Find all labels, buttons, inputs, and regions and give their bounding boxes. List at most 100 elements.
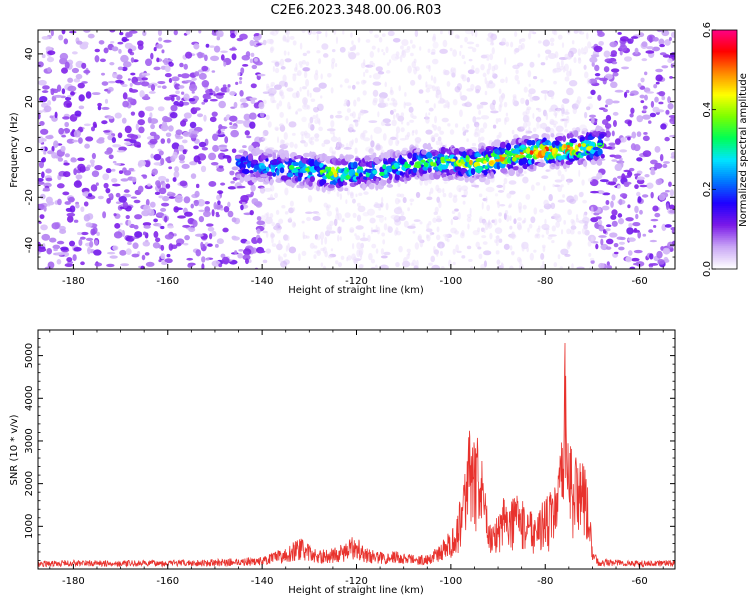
spectrogram-noise-cell	[216, 36, 221, 41]
spectrogram-noise-cell	[149, 138, 158, 145]
spectrogram-noise-cell	[576, 266, 585, 269]
spectrogram-peak-cell	[511, 156, 517, 162]
spectrogram-faint-cell	[447, 101, 451, 108]
spectrogram-faint-cell	[556, 108, 561, 113]
spectrogram-noise-cell	[114, 223, 121, 229]
spectrogram-noise-cell	[65, 96, 72, 101]
spectrogram-noise-cell	[362, 212, 370, 217]
spectrogram-noise-cell	[174, 196, 183, 203]
spectrogram-noise-cell	[468, 258, 473, 262]
colorbar-step	[712, 141, 737, 145]
spectrogram-faint-cell	[319, 231, 325, 240]
spectrogram-faint-cell	[582, 212, 587, 220]
spectrogram-noise-cell	[124, 142, 132, 146]
spectrogram-faint-cell	[426, 234, 429, 239]
spectrogram-noise-cell	[203, 114, 207, 122]
spectrogram-noise-cell	[78, 94, 85, 102]
spectrogram-noise-cell	[379, 215, 384, 223]
spectrogram-peak-cell	[288, 164, 295, 170]
spectrogram-faint-cell	[400, 127, 405, 133]
spectrogram-noise-cell	[64, 153, 70, 158]
spectrogram-noise-cell	[623, 56, 633, 62]
spectrogram-faint-cell	[496, 200, 500, 205]
spectrogram-faint-cell	[471, 30, 474, 37]
spectrogram-noise-cell	[120, 263, 130, 267]
spectrogram-noise-cell	[165, 157, 170, 162]
spectrogram-noise-cell	[605, 98, 614, 105]
spectrogram-noise-cell	[326, 210, 333, 217]
spectrogram-noise-cell	[612, 72, 619, 77]
spectrogram-noise-cell	[650, 100, 655, 108]
spectrogram-faint-cell	[527, 70, 532, 78]
spectrogram-noise-cell	[208, 181, 217, 187]
spectrogram-noise-cell	[139, 90, 145, 98]
spectrogram-noise-cell	[73, 247, 82, 252]
spectrogram-faint-cell	[587, 240, 592, 247]
spectrogram-noise-cell	[605, 114, 612, 122]
spectrogram-noise-cell	[107, 116, 114, 120]
spectrogram-noise-cell	[645, 91, 655, 94]
colorbar-step	[712, 125, 737, 129]
spectrogram-faint-cell	[380, 248, 385, 255]
colorbar-step	[712, 59, 737, 63]
colorbar-frame	[711, 29, 738, 270]
spectrogram-signal-cell	[247, 153, 254, 162]
spectrogram-noise-cell	[193, 199, 199, 207]
colorbar-step	[712, 191, 737, 194]
colorbar-step	[712, 61, 737, 65]
spectrogram-noise-cell	[499, 204, 506, 207]
spectrogram-noise-cell	[464, 129, 469, 133]
spectrogram-faint-cell	[414, 129, 418, 135]
spectrogram-faint-cell	[518, 263, 524, 269]
colorbar-tick-label: 0.4	[702, 102, 713, 118]
spectrogram-noise-cell	[195, 249, 202, 257]
spectrogram-noise-cell	[230, 180, 235, 184]
colorbar-step	[712, 239, 737, 242]
spectrogram-noise-cell	[143, 225, 151, 229]
colorbar-step	[712, 259, 737, 262]
spectrogram-signal-cell	[260, 174, 268, 178]
colorbar-step	[712, 67, 737, 71]
colorbar-step	[712, 91, 737, 95]
spectrogram-faint-cell	[549, 118, 555, 125]
spectrogram-noise-cell	[357, 205, 366, 213]
colorbar-step	[712, 267, 737, 270]
spectrogram-noise-cell	[439, 48, 448, 54]
spectrogram-noise-cell	[158, 195, 164, 199]
spectrogram-faint-cell	[541, 234, 545, 238]
colorbar-step	[712, 181, 737, 184]
spectrogram-noise-cell	[73, 78, 81, 83]
spectrogram-faint-cell	[489, 232, 493, 240]
spectrogram-faint-cell	[463, 189, 468, 197]
spectrogram-signal-cell	[327, 184, 335, 189]
spectrogram-faint-cell	[406, 248, 411, 253]
spectrogram-signal-cell	[508, 168, 516, 177]
spectrogram-noise-cell	[56, 259, 62, 265]
spectrogram-faint-cell	[452, 261, 456, 266]
spectrogram-faint-cell	[362, 234, 365, 241]
spectrogram-noise-cell	[119, 32, 124, 36]
spectrogram-noise-cell	[260, 215, 266, 223]
spectrogram-faint-cell	[458, 187, 462, 193]
spectrogram-faint-cell	[478, 218, 483, 224]
spectrogram-noise-cell	[659, 44, 665, 48]
spectrogram-noise-cell	[168, 78, 173, 83]
spectrogram-noise-cell	[99, 58, 106, 63]
spectrogram-noise-cell	[569, 198, 576, 205]
spectrogram-x-tick-label: -140	[251, 276, 274, 287]
spectrogram-noise-cell	[160, 244, 165, 251]
spectrogram-noise-cell	[216, 30, 224, 38]
spectrogram-noise-cell	[109, 30, 116, 33]
spectrogram-noise-cell	[157, 30, 163, 36]
spectrogram-faint-cell	[489, 53, 494, 61]
spectrogram-noise-cell	[250, 191, 254, 197]
spectrogram-faint-cell	[466, 100, 471, 107]
spectrogram-noise-cell	[41, 138, 47, 142]
spectrogram-faint-cell	[520, 125, 525, 130]
spectrogram-noise-cell	[38, 110, 43, 114]
spectrogram-faint-cell	[384, 81, 387, 88]
spectrogram-noise-cell	[404, 102, 412, 107]
spectrogram-noise-cell	[632, 222, 641, 227]
spectrogram-noise-cell	[61, 30, 66, 35]
